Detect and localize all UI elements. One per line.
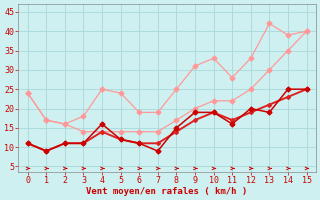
X-axis label: Vent moyen/en rafales ( km/h ): Vent moyen/en rafales ( km/h ) — [86, 187, 248, 196]
